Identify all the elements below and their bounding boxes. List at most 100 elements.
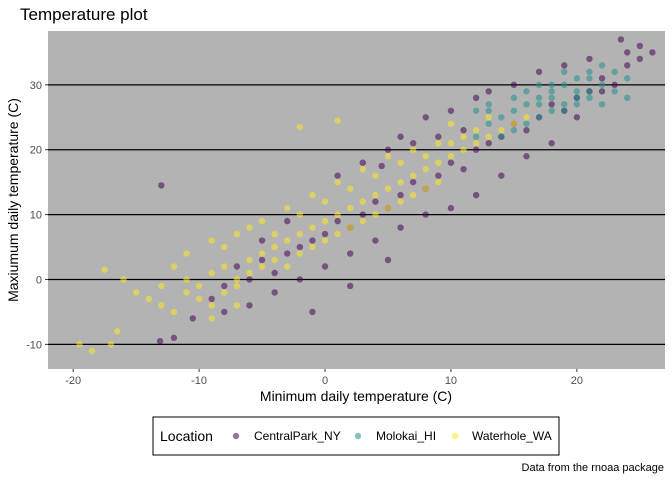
data-point-centralpark-ny (460, 165, 467, 173)
data-point-centralpark-ny (246, 276, 253, 283)
data-point-waterhole-wa (132, 289, 140, 296)
data-point-molokai-hi (598, 101, 606, 108)
data-point-centralpark-ny (271, 289, 278, 296)
data-point-waterhole-wa (409, 172, 417, 179)
data-point-centralpark-ny (422, 114, 429, 121)
data-point-waterhole-wa (258, 250, 266, 257)
data-point-waterhole-wa (76, 341, 83, 348)
data-point-centralpark-ny (624, 62, 631, 69)
data-point-molokai-hi (598, 62, 606, 69)
data-point-waterhole-wa (107, 341, 115, 348)
data-point-waterhole-wa (460, 146, 467, 153)
data-point-centralpark-ny (296, 276, 304, 283)
data-point-molokai-hi (561, 81, 568, 89)
data-point-waterhole-wa (271, 256, 278, 264)
data-point-waterhole-wa (296, 211, 304, 218)
data-point-waterhole-wa (233, 302, 241, 309)
x-tick-label: 20 (571, 375, 583, 387)
y-axis-ticks: -10 0 10 20 30 (26, 80, 48, 351)
data-point-centralpark-ny (573, 114, 581, 121)
data-point-waterhole-wa (88, 347, 96, 355)
legend-key-centralpark (232, 432, 240, 440)
y-tick-label: -10 (26, 339, 42, 351)
data-point-waterhole-wa (284, 237, 291, 244)
data-point-waterhole-wa (101, 266, 108, 273)
data-point-centralpark-ny (617, 36, 625, 43)
data-point-molokai-hi (535, 114, 543, 121)
data-point-centralpark-ny (321, 263, 329, 270)
data-point-molokai-hi (535, 94, 543, 102)
data-point-centralpark-ny (409, 178, 417, 186)
data-point-molokai-hi (510, 127, 518, 134)
data-point-centralpark-ny (372, 198, 379, 205)
data-point-waterhole-wa (246, 224, 253, 231)
data-point-centralpark-ny (334, 172, 341, 179)
data-point-waterhole-wa (334, 178, 341, 186)
data-point-centralpark-ny (347, 250, 354, 257)
grid-lines (48, 84, 665, 345)
data-point-waterhole-wa (183, 289, 190, 296)
chart-caption: Data from the rnoaa package (522, 462, 664, 474)
data-point-centralpark-ny (347, 282, 354, 290)
chart-title: Temperature plot (20, 5, 148, 24)
data-point-molokai-hi (586, 88, 593, 95)
legend-key-molokai (354, 432, 362, 440)
data-point-waterhole-wa (208, 315, 215, 322)
data-point-waterhole-wa (372, 211, 379, 218)
data-point-waterhole-wa (183, 250, 190, 257)
data-point-molokai-hi (548, 107, 555, 114)
data-point-centralpark-ny (472, 191, 480, 199)
data-point-centralpark-ny (271, 269, 278, 277)
data-point-centralpark-ny (548, 101, 555, 108)
data-point-waterhole-wa (334, 211, 341, 218)
data-point-centralpark-ny (422, 211, 429, 218)
data-point-waterhole-wa (321, 237, 329, 244)
data-point-centralpark-ny (170, 334, 178, 342)
data-point-centralpark-ny (233, 263, 241, 270)
data-point-waterhole-wa (246, 256, 253, 264)
data-point-centralpark-ny (189, 315, 197, 322)
data-point-centralpark-ny (447, 159, 455, 166)
plot-panel (48, 31, 665, 369)
x-tick-label: -20 (65, 375, 81, 387)
data-point-molokai-hi (586, 68, 593, 76)
data-point-centralpark-ny (435, 133, 442, 140)
data-point-centralpark-ny (258, 237, 266, 244)
data-point-centralpark-ny (378, 162, 385, 170)
data-point-waterhole-wa (233, 230, 241, 238)
data-point-waterhole-wa (359, 198, 366, 205)
data-point-waterhole-wa (271, 230, 278, 238)
data-point-centralpark-ny (397, 191, 404, 199)
data-point-waterhole-wa (347, 185, 354, 192)
data-point-waterhole-wa (472, 127, 480, 134)
data-point-molokai-hi (573, 101, 581, 108)
data-point-centralpark-ny (156, 337, 164, 345)
data-point-molokai-hi (586, 75, 593, 82)
data-point-waterhole-wa (422, 153, 429, 160)
data-point-centralpark-ny (636, 55, 644, 63)
data-point-waterhole-wa (221, 289, 228, 296)
y-tick-label: 10 (30, 210, 42, 222)
data-point-waterhole-wa (158, 282, 165, 290)
data-point-centralpark-ny (435, 172, 442, 179)
data-point-centralpark-ny (561, 62, 568, 69)
data-point-molokai-hi (598, 81, 606, 89)
data-point-waterhole-wa (435, 159, 442, 166)
legend-label-centralpark: CentralPark_NY (254, 429, 341, 443)
data-point-centralpark-ny (485, 88, 492, 95)
data-point-centralpark-ny (384, 256, 392, 264)
data-point-waterhole-wa (195, 282, 203, 290)
data-point-centralpark-ny (409, 140, 417, 147)
data-point-molokai-hi (611, 88, 618, 95)
data-point-molokai-hi (624, 94, 631, 102)
data-point-waterhole-wa (258, 263, 266, 270)
data-point-centralpark-ny (321, 230, 329, 238)
data-point-waterhole-wa (309, 243, 316, 251)
data-point-centralpark-ny (334, 217, 341, 225)
data-point-waterhole-wa (170, 308, 178, 316)
data-point-waterhole-wa (296, 230, 304, 238)
data-point-waterhole-wa (114, 328, 121, 335)
legend-key-waterhole (451, 432, 459, 440)
data-point-molokai-hi (523, 88, 530, 95)
data-point-centralpark-ny (309, 308, 316, 316)
